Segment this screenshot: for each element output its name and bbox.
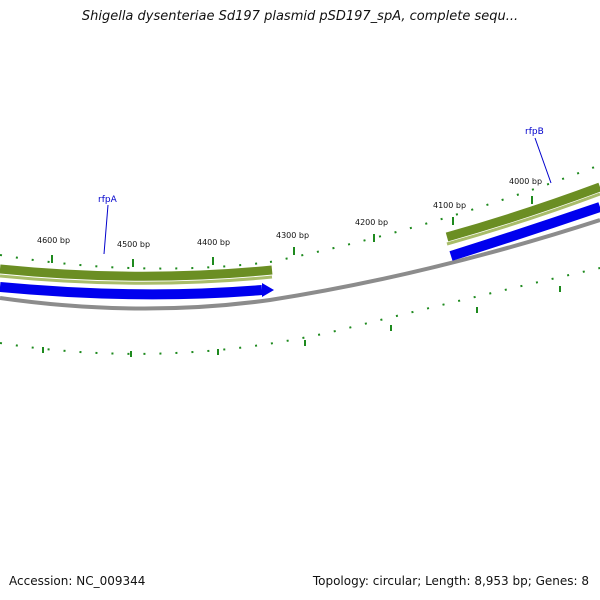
feature-rfpA-block	[0, 264, 274, 300]
accession-label: Accession: NC_009344	[9, 574, 146, 588]
map-title: Shigella dysenteriae Sd197 plasmid pSD19…	[81, 9, 519, 24]
backbone-arc	[0, 218, 600, 311]
gene-label-rfpA: rfpA	[98, 195, 118, 205]
position-label: 4000 bp	[509, 177, 542, 186]
rfpB-pointer-line	[534, 137, 552, 184]
feature-rfpB-block	[445, 182, 600, 261]
position-label: 4200 bp	[355, 218, 388, 227]
rfpA-pointer-line	[103, 204, 109, 255]
position-label: 4600 bp	[37, 236, 70, 245]
outer-tick-ring	[0, 164, 600, 270]
position-label: 4100 bp	[433, 201, 466, 210]
inner-tick-ring	[0, 267, 600, 357]
summary-label: Topology: circular; Length: 8,953 bp; Ge…	[312, 574, 589, 588]
position-label: 4300 bp	[276, 231, 309, 240]
position-label: 4500 bp	[117, 240, 150, 249]
position-label: 4400 bp	[197, 238, 230, 247]
gene-label-rfpB: rfpB	[525, 127, 544, 137]
